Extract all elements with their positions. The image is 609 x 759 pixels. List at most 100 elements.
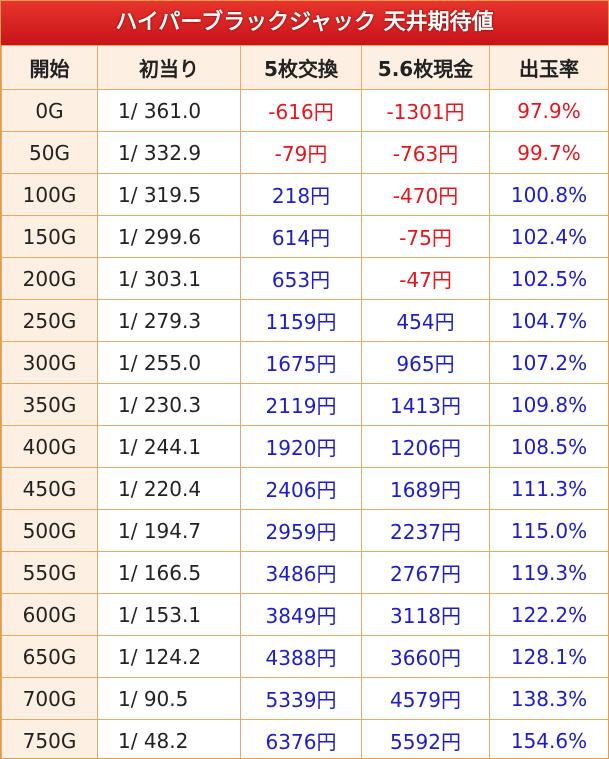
table-cell: 614円 [240,215,362,258]
column-header: 5.6枚現金 [361,45,490,90]
table-cell: 750G [1,719,98,758]
table-row: 100G 1/ 319.5 218円 -470円 100.8% [1,173,608,216]
table-cell: 2767円 [361,551,490,594]
table-cell: 3486円 [240,551,362,594]
table-row: 250G 1/ 279.3 1159円 454円 104.7% [1,299,608,342]
table-cell: 1/ 220.4 [97,467,241,510]
table-cell: -47円 [361,257,490,300]
table-cell: 154.6% [489,719,608,758]
table-cell: 965円 [361,341,490,384]
table-cell: -616円 [240,89,362,132]
table-cell: 1/ 361.0 [97,89,241,132]
table-cell: 138.3% [489,677,608,720]
column-header: 出玉率 [489,45,608,90]
table-cell: 3849円 [240,593,362,636]
table-cell: 2119円 [240,383,362,426]
table-cell: 2959円 [240,509,362,552]
table-row: 350G 1/ 230.3 2119円 1413円 109.8% [1,383,608,426]
table-cell: 454円 [361,299,490,342]
table-row: 600G 1/ 153.1 3849円 3118円 122.2% [1,593,608,636]
table-cell: 3660円 [361,635,490,678]
table-cell: 2237円 [361,509,490,552]
table-cell: 450G [1,467,98,510]
table-cell: 5339円 [240,677,362,720]
table-cell: 400G [1,425,98,468]
table-cell: 1/ 48.2 [97,719,241,758]
table-row: 400G 1/ 244.1 1920円 1206円 108.5% [1,425,608,468]
table-cell: 108.5% [489,425,608,468]
table-cell: 600G [1,593,98,636]
table-cell: 99.7% [489,131,608,174]
table-row: 500G 1/ 194.7 2959円 2237円 115.0% [1,509,608,552]
table-row: 650G 1/ 124.2 4388円 3660円 128.1% [1,635,608,678]
table-cell: 111.3% [489,467,608,510]
table-cell: 122.2% [489,593,608,636]
table-cell: 550G [1,551,98,594]
title: ハイパーブラックジャック 天井期待値 [1,1,608,45]
table-cell: -763円 [361,131,490,174]
table-cell: 350G [1,383,98,426]
table-cell: 1/ 153.1 [97,593,241,636]
table-cell: 2406円 [240,467,362,510]
table-cell: 1/ 124.2 [97,635,241,678]
table-cell: 650G [1,635,98,678]
table-cell: 150G [1,215,98,258]
header-row: 開始 初当り 5枚交換 5.6枚現金 出玉率 [1,45,608,90]
table-cell: 653円 [240,257,362,300]
table-cell: -1301円 [361,89,490,132]
table-cell: 1159円 [240,299,362,342]
table-cell: 1920円 [240,425,362,468]
table-cell: 200G [1,257,98,300]
table-cell: 700G [1,677,98,720]
table-cell: 119.3% [489,551,608,594]
table-cell: -75円 [361,215,490,258]
table-cell: 104.7% [489,299,608,342]
column-header: 初当り [97,45,241,90]
table-cell: 1/ 319.5 [97,173,241,216]
table-cell: 109.8% [489,383,608,426]
table-row: 450G 1/ 220.4 2406円 1689円 111.3% [1,467,608,510]
table-cell: 1/ 332.9 [97,131,241,174]
column-header: 開始 [1,45,98,90]
table-cell: 300G [1,341,98,384]
table-cell: 100G [1,173,98,216]
table-row: 0G 1/ 361.0 -616円 -1301円 97.9% [1,89,608,132]
table-cell: -470円 [361,173,490,216]
table-cell: 218円 [240,173,362,216]
table-cell: 1/ 244.1 [97,425,241,468]
table-cell: 1/ 279.3 [97,299,241,342]
table-row: 50G 1/ 332.9 -79円 -763円 99.7% [1,131,608,174]
table-body: 0G 1/ 361.0 -616円 -1301円 97.9% 50G 1/ 332.9 -79… [1,89,608,758]
column-header: 5枚交換 [240,45,362,90]
table-cell: 4388円 [240,635,362,678]
table-cell: 102.4% [489,215,608,258]
table-row: 700G 1/ 90.5 5339円 4579円 138.3% [1,677,608,720]
table-cell: 1/ 194.7 [97,509,241,552]
table-cell: 1/ 90.5 [97,677,241,720]
table-cell: 0G [1,89,98,132]
table-cell: 500G [1,509,98,552]
table-cell: 50G [1,131,98,174]
table-cell: 97.9% [489,89,608,132]
table-cell: 1/ 255.0 [97,341,241,384]
table-cell: 1/ 166.5 [97,551,241,594]
table-cell: 100.8% [489,173,608,216]
table: 開始 初当り 5枚交換 5.6枚現金 出玉率 0G 1/ 361.0 -616円 -1301円… [1,45,608,758]
table-cell: 1689円 [361,467,490,510]
table-cell: 1413円 [361,383,490,426]
table-row: 200G 1/ 303.1 653円 -47円 102.5% [1,257,608,300]
table-row: 550G 1/ 166.5 3486円 2767円 119.3% [1,551,608,594]
table-cell: -79円 [240,131,362,174]
table-cell: 1/ 303.1 [97,257,241,300]
table-row: 150G 1/ 299.6 614円 -75円 102.4% [1,215,608,258]
table-cell: 250G [1,299,98,342]
table-row: 300G 1/ 255.0 1675円 965円 107.2% [1,341,608,384]
table-cell: 1206円 [361,425,490,468]
table-cell: 107.2% [489,341,608,384]
table-cell: 128.1% [489,635,608,678]
table-cell: 6376円 [240,719,362,758]
table-cell: 1/ 299.6 [97,215,241,258]
table-cell: 5592円 [361,719,490,758]
table-cell: 115.0% [489,509,608,552]
